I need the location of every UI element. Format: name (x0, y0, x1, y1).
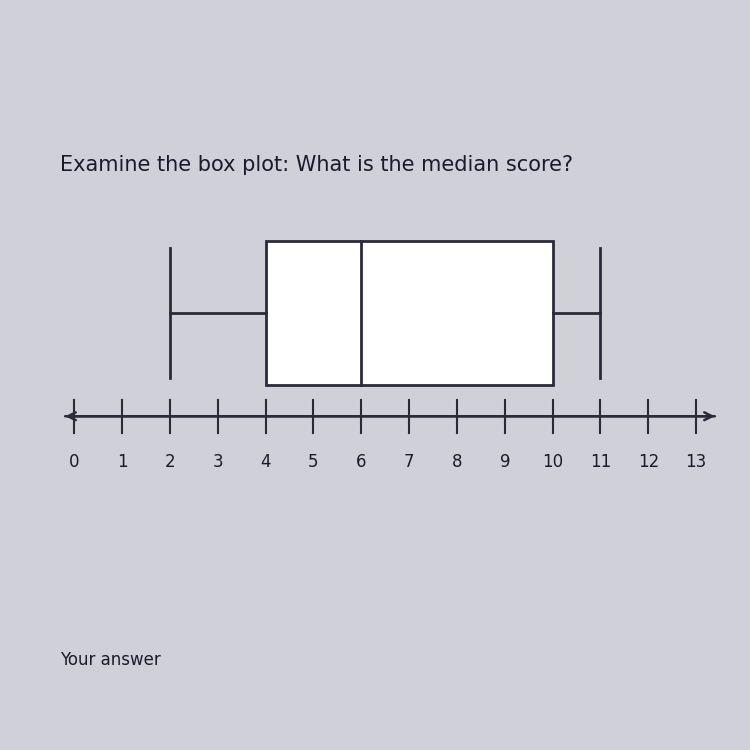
Text: 3: 3 (212, 453, 223, 472)
Text: 10: 10 (542, 453, 563, 472)
Text: 0: 0 (69, 453, 80, 472)
Text: 11: 11 (590, 453, 611, 472)
Text: 2: 2 (165, 453, 176, 472)
Text: 4: 4 (260, 453, 271, 472)
Text: 12: 12 (638, 453, 659, 472)
Text: 6: 6 (356, 453, 367, 472)
Text: 5: 5 (308, 453, 319, 472)
Text: Your answer: Your answer (60, 651, 160, 669)
Text: 7: 7 (404, 453, 415, 472)
Text: 8: 8 (452, 453, 462, 472)
Text: 1: 1 (117, 453, 128, 472)
FancyBboxPatch shape (266, 241, 553, 386)
Text: 9: 9 (500, 453, 510, 472)
Text: Examine the box plot: What is the median score?: Examine the box plot: What is the median… (60, 155, 573, 175)
Text: 13: 13 (686, 453, 706, 472)
